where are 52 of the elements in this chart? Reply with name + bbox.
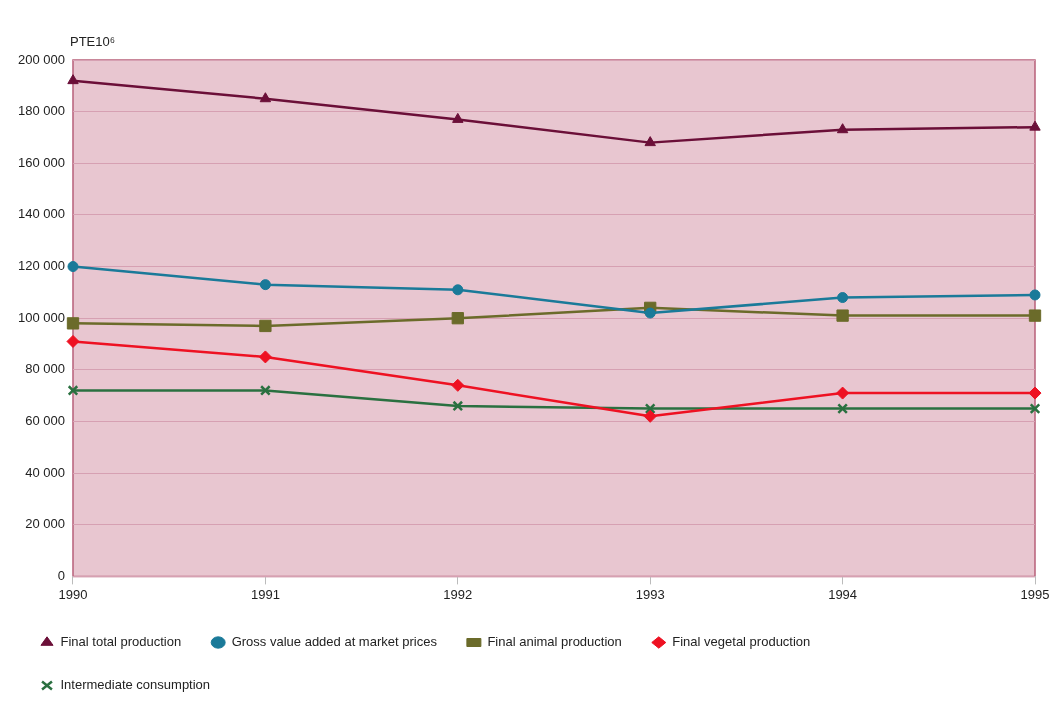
y-tick-label: 180 000 — [17, 103, 65, 119]
y-tick-label: 40 000 — [25, 464, 65, 480]
point — [452, 284, 464, 296]
point — [1028, 309, 1042, 322]
y-tick-label: 100 000 — [17, 309, 65, 325]
y-axis-title: PTE10⁶ — [70, 34, 116, 49]
point — [1029, 120, 1041, 131]
legend-label: Intermediate consumption — [60, 677, 211, 693]
point — [67, 385, 79, 396]
point — [836, 309, 849, 322]
point — [644, 136, 656, 147]
point — [1029, 289, 1041, 301]
point — [452, 400, 464, 412]
y-tick-label: 140 000 — [17, 206, 65, 222]
point — [451, 312, 464, 325]
point — [643, 409, 657, 423]
legend-label: Final vegetal production — [672, 634, 811, 650]
point — [66, 317, 80, 330]
x-tick-label: 1990 — [58, 586, 88, 602]
point — [644, 403, 656, 415]
point — [837, 403, 849, 415]
x-tick-label: 1992 — [443, 586, 473, 602]
y-tick-label: 20 000 — [25, 516, 65, 532]
y-tick-label: 160 000 — [17, 154, 65, 170]
point — [836, 123, 849, 134]
y-tick-label: 80 000 — [25, 361, 65, 377]
point — [1029, 403, 1041, 415]
point — [259, 279, 271, 291]
y-tick-label: 0 — [57, 567, 65, 583]
x-tick-label: 1991 — [250, 586, 280, 602]
point — [259, 385, 271, 396]
x-tick-label: 1994 — [828, 586, 858, 602]
legend-label: Final animal production — [487, 634, 622, 650]
point — [836, 386, 850, 400]
point — [1028, 386, 1042, 400]
point — [258, 350, 272, 364]
point — [66, 334, 80, 348]
y-tick-label: 60 000 — [25, 413, 65, 429]
y-tick-label: 120 000 — [17, 258, 65, 274]
point — [451, 378, 465, 392]
point — [259, 319, 272, 333]
x-tick-label: 1995 — [1020, 586, 1050, 602]
point — [452, 112, 464, 123]
point — [259, 92, 272, 103]
legend-label: Final total production — [60, 634, 182, 650]
legend-label: Gross value added at market prices — [231, 634, 438, 650]
y-tick-label: 200 000 — [17, 51, 65, 67]
point — [67, 261, 79, 273]
x-tick-label: 1993 — [635, 586, 665, 602]
point — [67, 74, 79, 85]
point — [644, 307, 656, 319]
point — [837, 292, 849, 304]
